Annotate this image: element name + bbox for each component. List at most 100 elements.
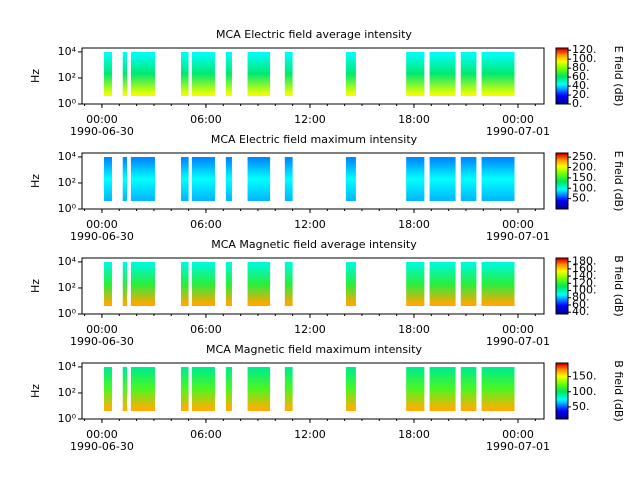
- colorbar-cell: [556, 370, 568, 372]
- colorbar-cell: [556, 179, 568, 182]
- colorbar-cell: [556, 281, 568, 284]
- spectrogram-segment: [122, 52, 128, 96]
- x-date-label: 1990-07-01: [486, 230, 550, 243]
- colorbar-cell: [556, 304, 568, 307]
- spectrogram-segment: [191, 52, 215, 96]
- colorbar-frame: [555, 47, 569, 105]
- x-date-label: 1990-06-30: [70, 335, 134, 348]
- spectrogram-segment: [460, 52, 477, 96]
- colorbar-cell: [556, 90, 568, 92]
- x-tick-label: 12:00: [294, 428, 326, 441]
- colorbar-cell: [556, 377, 568, 379]
- colorbar-cell: [556, 385, 568, 388]
- colorbar-cell: [556, 414, 568, 417]
- x-tick-label: 12:00: [294, 323, 326, 336]
- colorbar-tick-label: 120.: [572, 43, 597, 56]
- colorbar-tick-label: 50.: [572, 192, 590, 205]
- colorbar-cell: [556, 92, 568, 95]
- colorbar-cell: [556, 57, 568, 60]
- spectrogram-segment: [130, 52, 155, 96]
- colorbar-cell: [556, 154, 568, 157]
- spectrogram-segment: [460, 262, 477, 306]
- y-tick-label: 10⁰: [58, 202, 77, 215]
- y-tick-label: 10²: [58, 176, 76, 189]
- x-tick-label: 18:00: [398, 428, 430, 441]
- x-tick-label: 18:00: [398, 113, 430, 126]
- x-tick-label: 00:00: [502, 218, 534, 231]
- y-tick-label: 10⁰: [58, 97, 77, 110]
- colorbar-cell: [556, 413, 568, 416]
- spectrogram-segment: [122, 367, 128, 411]
- spectrogram-segment: [429, 52, 456, 96]
- x-date-label: 1990-07-01: [486, 125, 550, 138]
- colorbar-cell: [556, 67, 568, 70]
- colorbar-cell: [556, 272, 568, 274]
- colorbar-cell: [556, 181, 568, 183]
- spectrogram-segment: [180, 367, 189, 411]
- spectrogram-segment: [284, 157, 293, 201]
- y-tick-label: 10²: [58, 386, 76, 399]
- y-tick-label: 10⁴: [58, 255, 77, 268]
- colorbar-cell: [556, 70, 568, 73]
- colorbar-cell: [556, 307, 568, 309]
- colorbar-tick-label: 50.: [572, 400, 590, 413]
- colorbar-cell: [556, 363, 568, 365]
- colorbar-cell: [556, 309, 568, 312]
- colorbar-cell: [556, 365, 568, 368]
- colorbar-cell: [556, 393, 568, 396]
- colorbar-cell: [556, 267, 568, 270]
- colorbar-cell: [556, 367, 568, 370]
- x-date-label: 1990-06-30: [70, 125, 134, 138]
- x-tick-label: 06:00: [190, 428, 222, 441]
- x-date-label: 1990-07-01: [486, 335, 550, 348]
- colorbar-tick-label: 200.: [572, 161, 597, 174]
- spectrogram-segment: [130, 262, 155, 306]
- colorbar-cell: [556, 386, 568, 389]
- colorbar-tick-label: 40.: [572, 305, 590, 318]
- x-tick-label: 12:00: [294, 218, 326, 231]
- colorbar-tick-label: 0.: [572, 97, 583, 110]
- colorbar-cell: [556, 258, 568, 260]
- colorbar-label: B field (dB): [612, 360, 625, 421]
- spectrogram-segment: [481, 367, 515, 411]
- colorbar-tick-label: 120.: [572, 276, 597, 289]
- colorbar-cell: [556, 161, 568, 164]
- colorbar-cell: [556, 372, 568, 375]
- colorbar-cell: [556, 94, 568, 97]
- spectrogram-segment: [429, 262, 456, 306]
- plot-frame: [81, 362, 545, 420]
- spectrogram-segment: [460, 157, 477, 201]
- colorbar-cell: [556, 84, 568, 87]
- colorbar-cell: [556, 266, 568, 269]
- x-date-label: 1990-06-30: [70, 440, 134, 453]
- y-axis-label: Hz: [29, 279, 42, 293]
- colorbar-cell: [556, 287, 568, 290]
- colorbar-cell: [556, 374, 568, 377]
- colorbar-cell: [556, 206, 568, 209]
- colorbar-cell: [556, 200, 568, 203]
- colorbar-cell: [556, 288, 568, 291]
- colorbar-tick-label: 140.: [572, 269, 597, 282]
- plot-frame: [81, 257, 545, 315]
- x-tick-label: 00:00: [86, 218, 118, 231]
- colorbar-cell: [556, 188, 568, 190]
- colorbar-cell: [556, 382, 568, 385]
- panel-title: MCA Magnetic field average intensity: [211, 238, 417, 251]
- x-date-label: 1990-06-30: [70, 230, 134, 243]
- colorbar-cell: [556, 277, 568, 280]
- colorbar-cell: [556, 164, 568, 167]
- x-tick-label: 00:00: [86, 113, 118, 126]
- colorbar-cell: [556, 202, 568, 204]
- colorbar-cell: [556, 301, 568, 304]
- colorbar-cell: [556, 391, 568, 393]
- colorbar-cell: [556, 284, 568, 287]
- colorbar-cell: [556, 64, 568, 67]
- spectrogram-segment: [429, 157, 456, 201]
- colorbar-cell: [556, 410, 568, 413]
- colorbar-cell: [556, 274, 568, 277]
- colorbar-cell: [556, 87, 568, 90]
- spectrogram-segment: [346, 367, 356, 411]
- colorbar-cell: [556, 379, 568, 382]
- colorbar-cell: [556, 182, 568, 185]
- y-tick-label: 10⁴: [58, 150, 77, 163]
